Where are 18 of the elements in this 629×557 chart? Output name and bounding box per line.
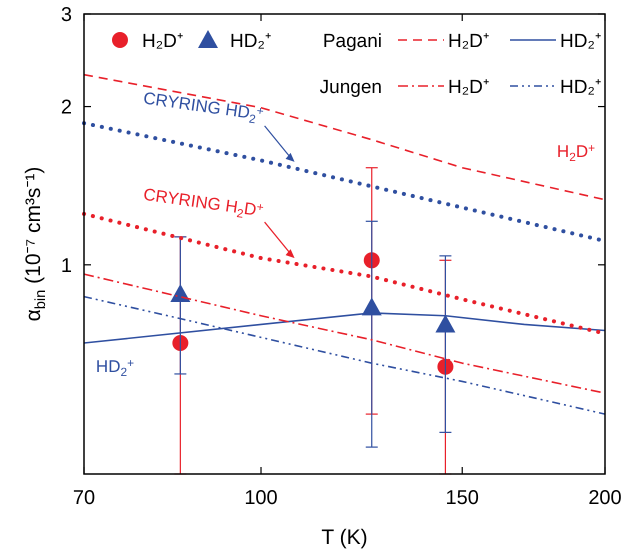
legend-label: HD₂⁺ [230,31,271,52]
annotation: Pagani [322,31,382,52]
x-tick-label: 70 [72,487,96,509]
legend-label: H₂D⁺ [142,31,183,52]
legend-label: H₂D⁺ [448,31,489,52]
x-tick-label: 150 [446,487,479,509]
y-tick-label: 2 [60,96,72,119]
legend-label: H₂D⁺ [448,77,489,98]
x-tick-label: 100 [244,487,278,509]
annotation: CRYRING H$_{2}$D$^{+}$ [142,184,265,220]
y-tick-label: 1 [60,254,72,277]
x-axis-title: T (K) [321,526,368,549]
legend-label: HD₂⁺ [560,77,601,98]
y-tick-label: 3 [60,4,72,26]
annotation: H$_{2}$D$^{+}$ [556,141,596,164]
x-tick-label: 200 [588,487,622,509]
annotation: Jungen [320,77,382,98]
legend-label: HD₂⁺ [560,31,601,52]
